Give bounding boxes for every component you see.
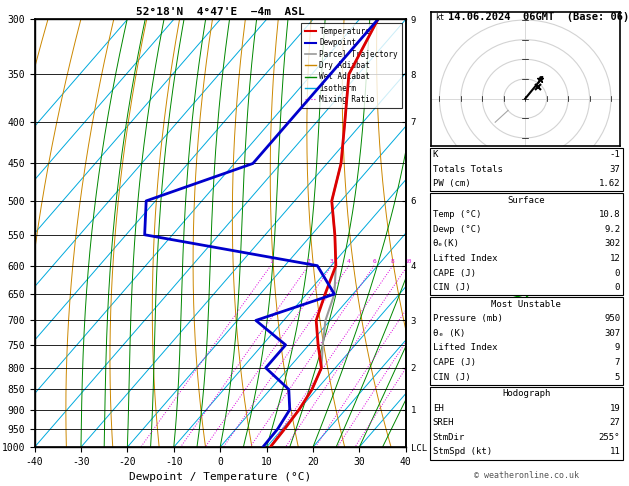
Text: Lifted Index: Lifted Index: [433, 343, 498, 352]
X-axis label: Dewpoint / Temperature (°C): Dewpoint / Temperature (°C): [129, 472, 311, 483]
Text: PW (cm): PW (cm): [433, 179, 470, 188]
Text: 7: 7: [615, 358, 620, 367]
Title: 52°18'N  4°47'E  −4m  ASL: 52°18'N 4°47'E −4m ASL: [136, 7, 304, 17]
Text: -1: -1: [610, 150, 620, 159]
Text: 11: 11: [610, 447, 620, 456]
Text: 15: 15: [431, 259, 439, 264]
Text: kt: kt: [435, 13, 445, 22]
Text: Hodograph: Hodograph: [502, 389, 550, 398]
Text: 0: 0: [615, 283, 620, 292]
Text: 14.06.2024  06GMT  (Base: 06): 14.06.2024 06GMT (Base: 06): [448, 12, 629, 22]
Text: 302: 302: [604, 240, 620, 248]
Text: 37: 37: [610, 164, 620, 174]
Text: Pressure (mb): Pressure (mb): [433, 314, 503, 323]
Text: Lifted Index: Lifted Index: [433, 254, 498, 263]
Text: Most Unstable: Most Unstable: [491, 299, 561, 309]
Text: 6: 6: [372, 259, 376, 264]
Text: 9: 9: [615, 343, 620, 352]
Text: θₑ(K): θₑ(K): [433, 240, 460, 248]
Text: CIN (J): CIN (J): [433, 283, 470, 292]
Text: Dewp (°C): Dewp (°C): [433, 225, 481, 234]
Text: 4: 4: [347, 259, 351, 264]
Text: 255°: 255°: [599, 433, 620, 442]
Text: 0: 0: [615, 269, 620, 278]
Text: 1.62: 1.62: [599, 179, 620, 188]
Text: θₑ (K): θₑ (K): [433, 329, 465, 338]
Text: CIN (J): CIN (J): [433, 373, 470, 382]
Text: 950: 950: [604, 314, 620, 323]
Text: CAPE (J): CAPE (J): [433, 358, 476, 367]
Text: 12: 12: [610, 254, 620, 263]
Text: © weatheronline.co.uk: © weatheronline.co.uk: [474, 471, 579, 480]
Text: EH: EH: [433, 403, 443, 413]
Text: 10: 10: [404, 259, 411, 264]
Text: 9.2: 9.2: [604, 225, 620, 234]
Text: 307: 307: [604, 329, 620, 338]
Text: 10.8: 10.8: [599, 210, 620, 219]
Text: 19: 19: [610, 403, 620, 413]
Text: StmDir: StmDir: [433, 433, 465, 442]
Text: 2: 2: [306, 259, 310, 264]
Y-axis label: km
ASL: km ASL: [436, 224, 451, 243]
Text: K: K: [433, 150, 438, 159]
Text: Temp (°C): Temp (°C): [433, 210, 481, 219]
Text: 8: 8: [391, 259, 394, 264]
Text: 25: 25: [469, 259, 477, 264]
Legend: Temperature, Dewpoint, Parcel Trajectory, Dry Adiabat, Wet Adiabat, Isotherm, Mi: Temperature, Dewpoint, Parcel Trajectory…: [301, 23, 402, 107]
Text: SREH: SREH: [433, 418, 454, 427]
Text: 3: 3: [330, 259, 333, 264]
Text: StmSpd (kt): StmSpd (kt): [433, 447, 492, 456]
Text: 27: 27: [610, 418, 620, 427]
Text: 5: 5: [615, 373, 620, 382]
Text: Totals Totals: Totals Totals: [433, 164, 503, 174]
Text: Surface: Surface: [508, 195, 545, 205]
Text: 20: 20: [452, 259, 460, 264]
Text: 1: 1: [269, 259, 272, 264]
Text: CAPE (J): CAPE (J): [433, 269, 476, 278]
